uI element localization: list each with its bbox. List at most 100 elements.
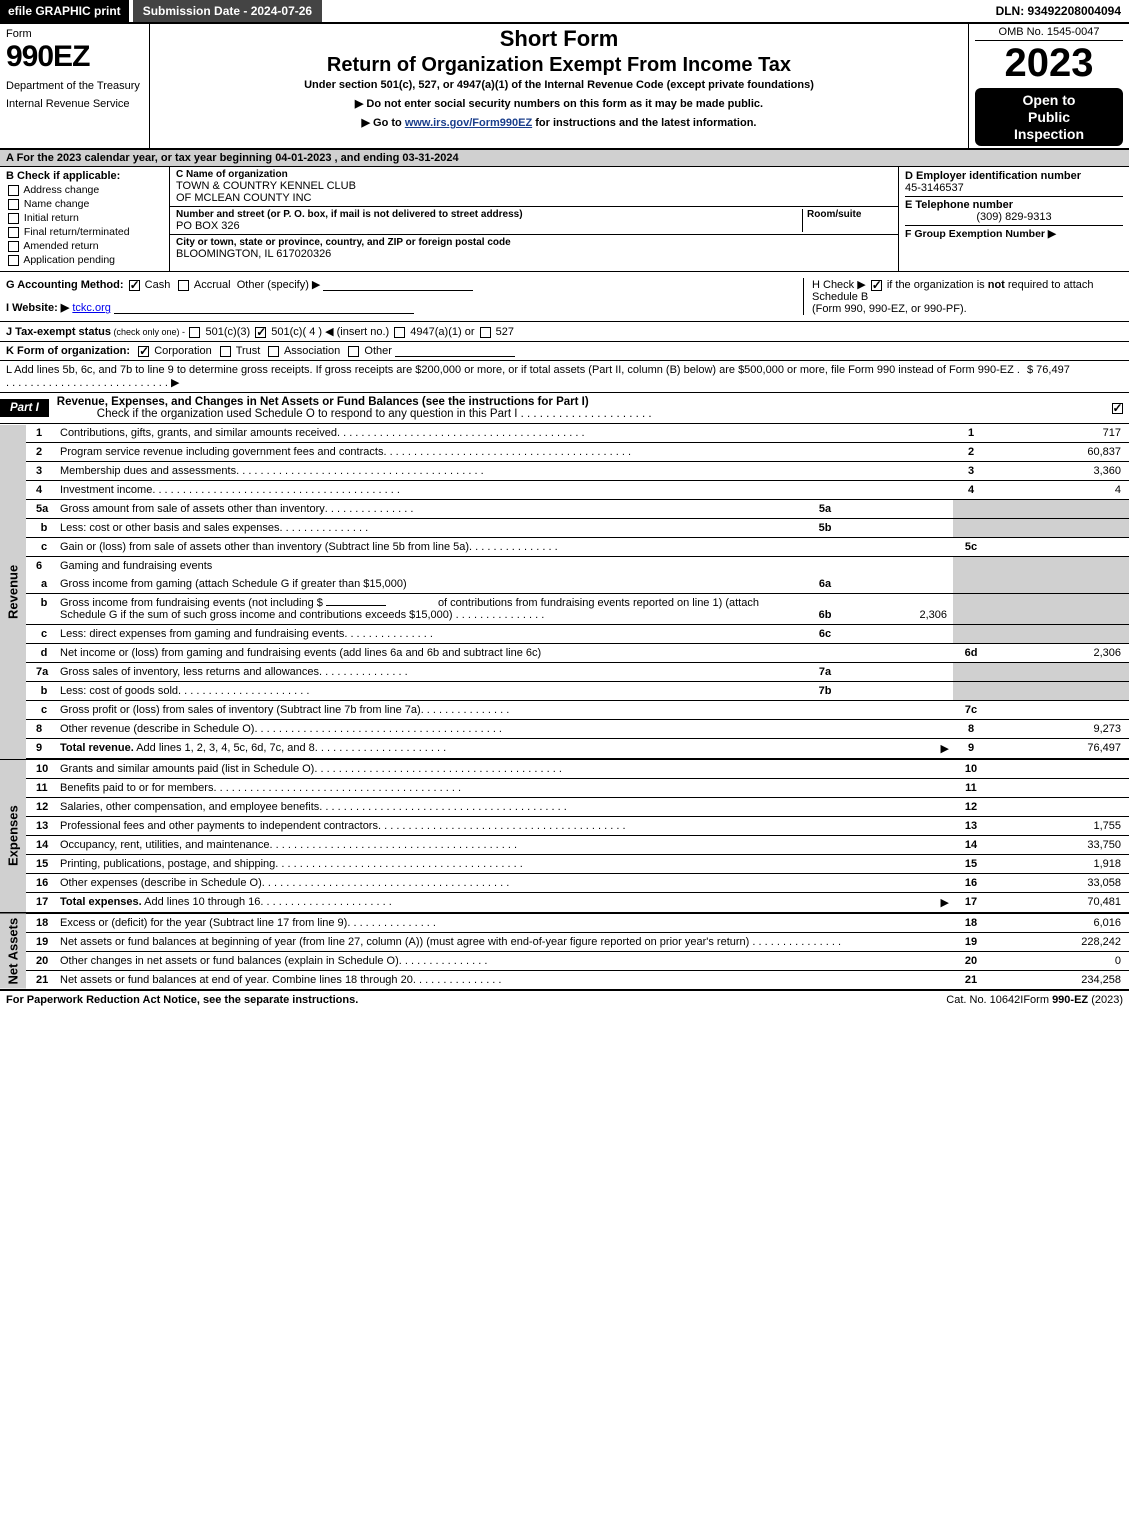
footer-form-pre: Form [1023,994,1052,1006]
amount-field[interactable] [326,605,386,606]
part-1-checkbox[interactable] [1105,402,1129,414]
header-right: OMB No. 1545-0047 2023 Open to Public In… [969,24,1129,148]
k-trust-checkbox[interactable] [220,346,231,357]
top-bar: efile GRAPHIC print Submission Date - 20… [0,0,1129,24]
shade-cell [989,625,1129,644]
cash-checkbox[interactable] [129,280,140,291]
tel-value: (309) 829-9313 [905,211,1123,223]
line-desc: Printing, publications, postage, and shi… [60,858,275,870]
line-desc: Gross income from fundraising events (no… [56,594,807,625]
box-label: 6a [807,575,843,594]
main-title: Return of Organization Exempt From Incom… [156,54,962,77]
box-label: 5a [807,500,843,519]
line-num: 17 [26,893,56,914]
line-desc: Investment income [60,484,152,496]
row-13: 13 Professional fees and other payments … [0,817,1129,836]
dot-leader [280,522,803,534]
dot-leader [213,782,949,794]
line-desc: Less: cost of goods sold [60,685,178,697]
shade-cell [953,625,989,644]
row-14: 14 Occupancy, rent, utilities, and maint… [0,836,1129,855]
shade-cell [989,594,1129,625]
line-rval: 1,755 [989,817,1129,836]
box-label: 6b [807,594,843,625]
line-desc: Other changes in net assets or fund bala… [60,955,399,967]
accrual-label: Accrual [194,279,231,291]
line-num: b [26,594,56,625]
row-15: 15 Printing, publications, postage, and … [0,855,1129,874]
line-desc: Less: cost or other basis and sales expe… [60,522,280,534]
accrual-checkbox[interactable] [178,280,189,291]
line-rnum: 1 [953,424,989,443]
header-left: Form 990EZ Department of the Treasury In… [0,24,150,148]
chk-name-change[interactable]: Name change [6,198,163,210]
line-desc: Gross profit or (loss) from sales of inv… [60,704,421,716]
line-num: 15 [26,855,56,874]
line-num: 4 [26,481,56,500]
website-link[interactable]: tckc.org [72,302,111,314]
chk-label: Initial return [24,212,79,224]
dot-leader [749,936,841,948]
box-label: 7b [807,682,843,701]
org-name-1: TOWN & COUNTRY KENNEL CLUB [176,180,892,192]
line-rnum: 21 [953,971,989,990]
box-val [843,663,953,682]
line-num: 2 [26,443,56,462]
line-rval: 4 [989,481,1129,500]
row-6c: c Less: direct expenses from gaming and … [0,625,1129,644]
j-527-checkbox[interactable] [480,327,491,338]
section-g: G Accounting Method: Cash Accrual Other … [6,278,803,315]
chk-initial-return[interactable]: Initial return [6,212,163,224]
line-rnum: 11 [953,779,989,798]
checkbox-icon [8,213,19,224]
line-num: 18 [26,913,56,933]
line-rval [989,759,1129,779]
box-val [843,625,953,644]
k-other-checkbox[interactable] [348,346,359,357]
line-rnum: 14 [953,836,989,855]
line-num: 9 [26,739,56,760]
footer-form-num: 990-EZ [1052,994,1088,1006]
line-desc: Membership dues and assessments [60,465,236,477]
j-sub: (check only one) - [111,327,188,337]
row-20: 20 Other changes in net assets or fund b… [0,952,1129,971]
dot-leader [315,742,938,755]
revenue-side-label: Revenue [0,424,26,759]
line-rval: 228,242 [989,933,1129,952]
k-other-field[interactable] [395,345,515,357]
j-501c-checkbox[interactable] [255,327,266,338]
j-opt1: 501(c)(3) [202,326,253,338]
h-checkbox[interactable] [871,280,882,291]
chk-amended-return[interactable]: Amended return [6,240,163,252]
chk-address-change[interactable]: Address change [6,184,163,196]
dot-leader [178,685,803,697]
line-desc: Net assets or fund balances at end of ye… [60,974,413,986]
chk-label: Name change [24,198,89,210]
efile-print-button[interactable]: efile GRAPHIC print [0,0,129,22]
other-specify-field[interactable] [323,279,473,291]
k-corp-checkbox[interactable] [138,346,149,357]
line-desc: Gaming and fundraising events [56,557,953,576]
section-j: J Tax-exempt status (check only one) - 5… [0,322,1129,342]
row-5b: b Less: cost or other basis and sales ex… [0,519,1129,538]
k-label: K Form of organization: [6,345,130,357]
part-1-tab: Part I [0,399,49,417]
submission-date-button[interactable]: Submission Date - 2024-07-26 [133,0,322,22]
line-rnum: 12 [953,798,989,817]
box-label: 6c [807,625,843,644]
j-501c3-checkbox[interactable] [189,327,200,338]
dot-leader [314,763,949,775]
k-assoc-checkbox[interactable] [268,346,279,357]
line-desc: Program service revenue including govern… [60,446,383,458]
irs-link[interactable]: www.irs.gov/Form990EZ [405,117,532,129]
desc-part1: Gross income from fundraising events (no… [60,597,323,609]
chk-final-return[interactable]: Final return/terminated [6,226,163,238]
chk-application-pending[interactable]: Application pending [6,254,163,266]
row-6b: b Gross income from fundraising events (… [0,594,1129,625]
tel-label: E Telephone number [905,196,1123,211]
netassets-side-label: Net Assets [0,913,26,990]
j-4947-checkbox[interactable] [394,327,405,338]
box-label: 5b [807,519,843,538]
city-value: BLOOMINGTON, IL 617020326 [176,248,892,260]
dot-leader [378,820,949,832]
